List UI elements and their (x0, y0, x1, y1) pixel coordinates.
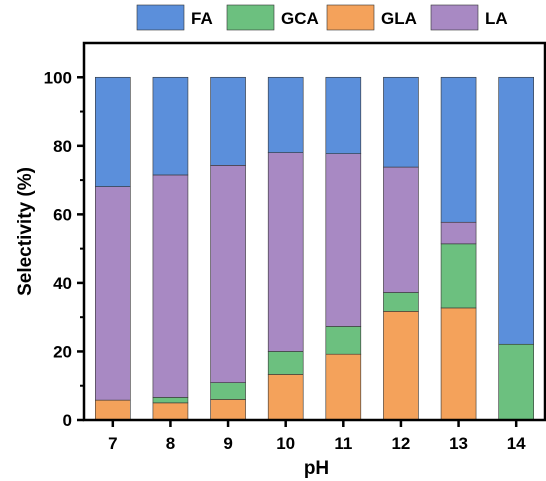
bar-gla-10 (267, 374, 304, 421)
y-tick-label: 60 (53, 205, 72, 224)
y-tick-label: 0 (63, 411, 72, 430)
y-tick-label: 80 (53, 137, 72, 156)
bar-la-13 (440, 221, 477, 245)
legend-swatch-la (430, 4, 479, 31)
bar-gla-11 (325, 353, 362, 421)
y-tick-label: 20 (53, 342, 72, 361)
legend-swatch-fa (136, 4, 185, 31)
bar-gca-12 (383, 292, 419, 312)
x-tick-label: 8 (166, 434, 175, 453)
bar-gla-9 (210, 399, 246, 421)
bar-gla-7 (95, 399, 131, 421)
legend-swatch-gca (226, 4, 275, 31)
bar-gca-11 (325, 326, 362, 355)
y-axis-title: Selectivity (%) (15, 167, 36, 296)
bar-area (95, 76, 534, 421)
legend: FA GCA GLA LA (136, 4, 508, 31)
legend-swatch-gla (326, 4, 375, 31)
bar-gla-13 (440, 307, 477, 421)
x-axis: 7 8 9 10 11 12 13 14 (108, 420, 526, 453)
x-tick-label: 7 (108, 434, 117, 453)
legend-label-fa: FA (191, 9, 213, 28)
bar-fa-9 (210, 76, 246, 166)
bar-fa-11 (325, 76, 362, 155)
bar-fa-13 (440, 76, 477, 223)
bar-fa-8 (152, 76, 189, 176)
y-axis: 0 20 40 60 80 100 (44, 68, 84, 430)
legend-label-gca: GCA (281, 9, 319, 28)
x-tick-label: 13 (449, 434, 468, 453)
legend-label-gla: GLA (381, 9, 417, 28)
bar-fa-7 (95, 76, 131, 187)
bar-gca-14 (498, 343, 534, 421)
bar-gca-8 (152, 397, 189, 404)
plot-frame (82, 41, 546, 422)
bar-gca-13 (440, 243, 477, 309)
x-tick-label: 10 (276, 434, 295, 453)
bar-gca-9 (210, 382, 246, 400)
x-tick-label: 14 (507, 434, 526, 453)
bar-gca-10 (267, 351, 304, 375)
bar-gla-8 (152, 402, 189, 421)
x-tick-label: 12 (391, 434, 410, 453)
bar-fa-12 (383, 76, 419, 168)
bar-la-10 (267, 152, 304, 352)
bar-fa-14 (498, 76, 534, 345)
bar-la-12 (383, 166, 419, 293)
x-axis-title: pH (304, 458, 329, 479)
bar-la-8 (152, 174, 189, 398)
x-tick-label: 9 (223, 434, 232, 453)
bar-gla-12 (383, 311, 419, 421)
y-tick-label: 40 (53, 274, 72, 293)
legend-label-la: LA (485, 9, 508, 28)
x-tick-label: 11 (334, 434, 352, 453)
bar-la-9 (210, 165, 246, 383)
bar-la-11 (325, 153, 362, 327)
y-tick-label: 100 (44, 68, 72, 87)
bar-la-7 (95, 186, 131, 401)
bar-fa-10 (267, 76, 304, 153)
